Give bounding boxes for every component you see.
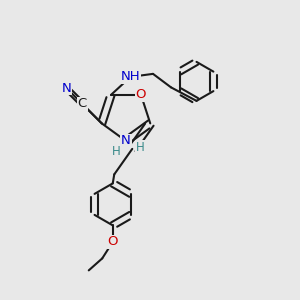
Text: NH: NH	[121, 70, 140, 83]
Text: H: H	[135, 141, 144, 154]
Text: O: O	[107, 236, 118, 248]
Text: C: C	[78, 98, 87, 110]
Text: O: O	[136, 88, 146, 101]
Text: N: N	[62, 82, 71, 95]
Text: H: H	[111, 146, 120, 158]
Text: N: N	[121, 134, 131, 148]
